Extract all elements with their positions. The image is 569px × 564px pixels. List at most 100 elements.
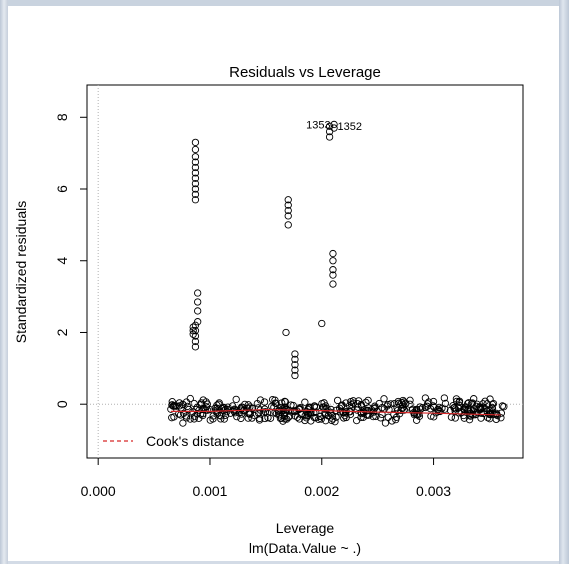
- window-left-edge: [0, 0, 8, 564]
- data-point: [168, 398, 176, 406]
- data-point: [364, 396, 372, 405]
- data-point: [371, 404, 379, 412]
- data-point: [167, 405, 175, 413]
- data-point: [217, 415, 225, 423]
- point-label: 1352: [337, 121, 361, 133]
- data-point: [291, 366, 299, 374]
- data-point: [190, 412, 199, 421]
- data-point: [329, 280, 337, 288]
- data-point: [283, 415, 291, 423]
- data-point: [261, 408, 269, 416]
- data-point: [500, 403, 508, 411]
- data-point: [191, 190, 200, 199]
- data-point: [189, 323, 197, 331]
- data-point: [436, 407, 444, 416]
- data-point: [194, 289, 202, 297]
- data-point: [325, 122, 334, 130]
- data-point: [369, 412, 377, 421]
- data-point: [291, 361, 299, 369]
- data-point: [200, 405, 208, 413]
- data-point: [189, 330, 197, 338]
- data-point: [175, 410, 183, 418]
- data-point: [248, 404, 257, 413]
- y-tick-label: 0: [54, 400, 70, 408]
- data-point: [194, 318, 202, 326]
- data-point: [194, 298, 202, 306]
- data-point: [274, 407, 283, 415]
- smoother-group: [170, 408, 501, 416]
- data-point: [481, 397, 489, 405]
- x-tick-label: 0.001: [192, 483, 227, 499]
- data-point: [170, 413, 178, 421]
- data-point: [295, 405, 303, 413]
- data-point: [189, 327, 197, 335]
- data-point: [477, 404, 485, 412]
- data-point: [357, 402, 366, 410]
- data-point: [461, 403, 469, 411]
- data-point: [328, 416, 336, 425]
- data-point: [314, 415, 323, 423]
- data-point: [255, 416, 264, 424]
- data-point: [254, 404, 262, 412]
- data-point: [195, 406, 203, 414]
- data-point: [186, 415, 194, 423]
- data-points: [167, 120, 508, 427]
- data-point: [191, 153, 200, 161]
- data-point: [381, 419, 390, 427]
- point-label: 1353: [306, 119, 330, 131]
- legend-label: Cook's distance: [146, 433, 245, 449]
- data-point: [175, 402, 184, 410]
- data-point: [372, 412, 380, 421]
- data-point: [172, 402, 181, 410]
- data-point: [191, 163, 200, 172]
- data-point: [327, 405, 335, 414]
- data-point: [378, 403, 386, 412]
- data-point: [191, 174, 200, 182]
- data-point: [226, 409, 235, 417]
- data-point: [492, 415, 500, 424]
- y-tick-label: 4: [54, 257, 70, 265]
- data-point: [421, 394, 430, 402]
- data-point: [452, 395, 461, 403]
- data-point: [399, 404, 407, 412]
- data-point: [212, 408, 221, 416]
- data-point: [329, 257, 337, 265]
- data-point: [390, 399, 399, 408]
- smoother-line: [170, 408, 501, 416]
- data-point: [191, 179, 200, 188]
- data-point: [312, 408, 320, 416]
- data-point: [392, 415, 400, 424]
- data-point: [456, 401, 464, 410]
- data-point: [232, 395, 240, 404]
- data-point: [333, 396, 342, 405]
- data-point: [284, 196, 292, 204]
- data-point: [191, 185, 200, 193]
- data-point: [421, 403, 430, 412]
- data-point: [179, 419, 187, 427]
- data-point: [284, 201, 292, 209]
- data-point: [191, 337, 200, 346]
- data-point: [325, 133, 334, 141]
- data-point: [441, 399, 450, 408]
- chart-subtitle: lm(Data.Value ~ .): [249, 540, 361, 556]
- data-point: [388, 417, 396, 425]
- data-point: [410, 410, 418, 419]
- data-point: [387, 400, 395, 408]
- data-point: [191, 145, 200, 154]
- data-point: [284, 212, 292, 220]
- data-point: [237, 414, 245, 423]
- data-point: [440, 394, 448, 402]
- data-point: [191, 158, 200, 166]
- data-point: [360, 406, 368, 414]
- data-point: [330, 120, 338, 129]
- data-point: [429, 397, 438, 406]
- data-point: [186, 394, 194, 403]
- data-point: [248, 414, 256, 422]
- data-point: [191, 327, 200, 335]
- data-point: [396, 410, 404, 418]
- data-point: [214, 409, 222, 417]
- data-point: [354, 403, 362, 411]
- data-point: [321, 410, 330, 419]
- data-point: [406, 396, 414, 404]
